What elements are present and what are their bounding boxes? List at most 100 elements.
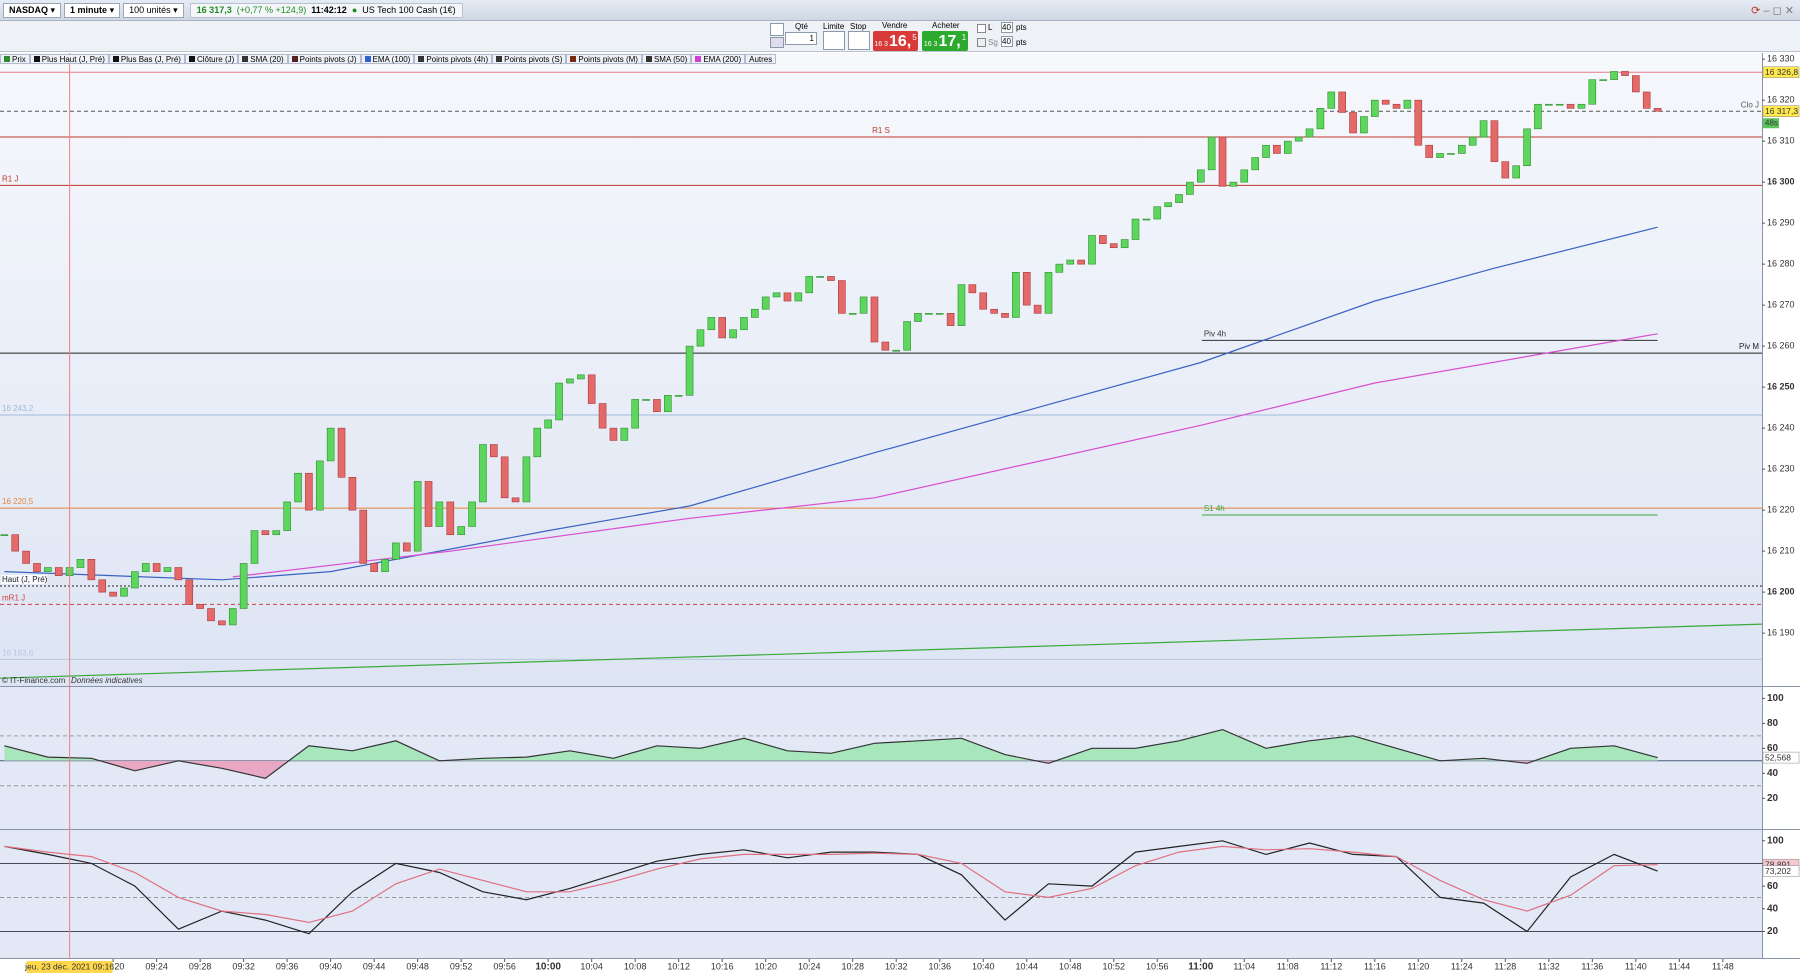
x-tick-label: 11:08 [1277, 961, 1299, 971]
legend-item[interactable]: Points pivots (4h) [414, 54, 493, 64]
candle [1642, 91, 1651, 109]
x-tick-label: 10:04 [580, 961, 603, 971]
sg-input[interactable]: 40 [1001, 36, 1013, 47]
qty-label: Qté [795, 22, 808, 31]
price: 16 317,3 [196, 5, 232, 15]
candle [620, 427, 629, 441]
candle [1545, 103, 1553, 106]
candle [1403, 99, 1412, 109]
candle [1305, 128, 1314, 138]
candle [359, 509, 368, 564]
period-select[interactable]: 1 minute ▾ [64, 2, 121, 18]
legend-item[interactable]: Points pivots (S) [492, 54, 567, 64]
candle [1109, 243, 1118, 249]
candle [761, 296, 770, 310]
checkbox[interactable] [977, 38, 986, 47]
candle [1523, 128, 1531, 167]
y-tick-label: 16 330 [1767, 54, 1795, 64]
l-input[interactable]: 40 [1001, 22, 1013, 33]
legend-swatch [570, 56, 577, 62]
indicator-line [4, 845, 1658, 924]
value-flag [1762, 751, 1800, 764]
legend-swatch [496, 56, 503, 62]
legend-item[interactable]: EMA (100) [360, 54, 415, 64]
candle [152, 563, 161, 572]
x-tick-label: 11:24 [1451, 961, 1473, 971]
legend-item[interactable]: EMA (200) [691, 54, 746, 64]
size-select[interactable]: 100 unités ▾ [123, 2, 184, 18]
legend-swatch [112, 56, 119, 62]
legend-item[interactable]: Plus Bas (J, Pré) [108, 54, 185, 64]
candle [653, 399, 661, 413]
tool-icon[interactable] [770, 37, 784, 48]
legend-swatch [645, 56, 652, 62]
legend-label: SMA (50) [653, 54, 688, 64]
candle [370, 563, 378, 572]
candle [1327, 91, 1336, 109]
time: 11:42:12 [311, 5, 347, 15]
legend-item[interactable]: Autres [745, 54, 777, 64]
indicator-legend: Prix Plus Haut (J, Pré) Plus Bas (J, Pré) C… [0, 54, 777, 65]
chart-area: 16 190 16 200 16 210 16 220 16 230 16 240 16 2… [0, 53, 1800, 974]
sg-label: Sg [988, 38, 998, 47]
candle [1381, 99, 1390, 105]
candle [968, 284, 977, 294]
qty-input[interactable]: 1 [785, 32, 817, 45]
candle [848, 313, 857, 315]
legend-item[interactable]: Points pivots (M) [566, 54, 642, 64]
candle [1099, 235, 1107, 244]
sell-prefix: 16 3 [874, 41, 888, 48]
legend-item[interactable]: Points pivots (J) [287, 54, 361, 64]
toolbar: NASDAQ ▾ 1 minute ▾ 100 unités ▾ 16 317,… [0, 0, 1800, 21]
candle [979, 292, 988, 310]
x-tick-label: 11:40 [1625, 961, 1647, 971]
instrument: US Tech 100 Cash (1€) [362, 5, 456, 15]
candle [772, 292, 781, 298]
candle [1055, 263, 1064, 273]
candle [109, 591, 117, 597]
candle [1283, 140, 1292, 154]
legend-label: Clôture (J) [196, 54, 235, 64]
x-tick-label: 10:32 [885, 961, 908, 971]
y-tick-label: 100 [1767, 835, 1784, 846]
candle [489, 444, 498, 458]
legend-item[interactable]: SMA (50) [641, 54, 692, 64]
candle [555, 382, 563, 421]
limit-button[interactable] [823, 31, 845, 50]
y-tick-label: 16 280 [1767, 259, 1795, 269]
tool-icon[interactable] [770, 23, 784, 36]
x-tick-label: 11:20 [1407, 961, 1429, 971]
candle [1360, 116, 1368, 134]
window-controls[interactable]: ⟳ – ◻ ✕ [1751, 4, 1794, 17]
size: 100 unités [129, 5, 171, 15]
candle [1479, 120, 1488, 138]
legend-label: Plus Haut (J, Pré) [41, 54, 105, 64]
sell-button[interactable]: 16 3 16, 5 [873, 31, 918, 51]
timer-box [1763, 118, 1779, 129]
candle [1577, 103, 1586, 109]
order-panel: Qté 1 Limite Stop Vendre 16 3 16, 5 Achete… [0, 21, 1800, 52]
candle [98, 579, 107, 593]
axis-background [1762, 53, 1800, 959]
x-tick-label: 10:16 [711, 961, 734, 971]
stop-button[interactable] [848, 31, 870, 50]
candle [174, 567, 183, 581]
legend-item[interactable]: Plus Haut (J, Pré) [29, 54, 109, 64]
candle [598, 403, 607, 429]
candle [402, 542, 411, 552]
candle [1338, 91, 1346, 113]
candle [468, 501, 476, 527]
buy-button[interactable]: 16 3 17, 1 [922, 31, 968, 51]
source: © IT-Finance.com [2, 676, 66, 685]
level-label: S1 4h [1204, 504, 1225, 513]
x-tick-label: 10:36 [928, 961, 951, 971]
legend-item[interactable]: Clôture (J) [184, 54, 239, 64]
candle [718, 317, 727, 339]
checkbox[interactable] [977, 24, 986, 33]
market-select[interactable]: NASDAQ ▾ [3, 2, 62, 18]
x-tick-label: 09:48 [406, 961, 429, 971]
candle [33, 563, 41, 572]
legend-item[interactable]: SMA (20) [238, 54, 288, 64]
legend-item[interactable]: Prix [0, 54, 30, 64]
